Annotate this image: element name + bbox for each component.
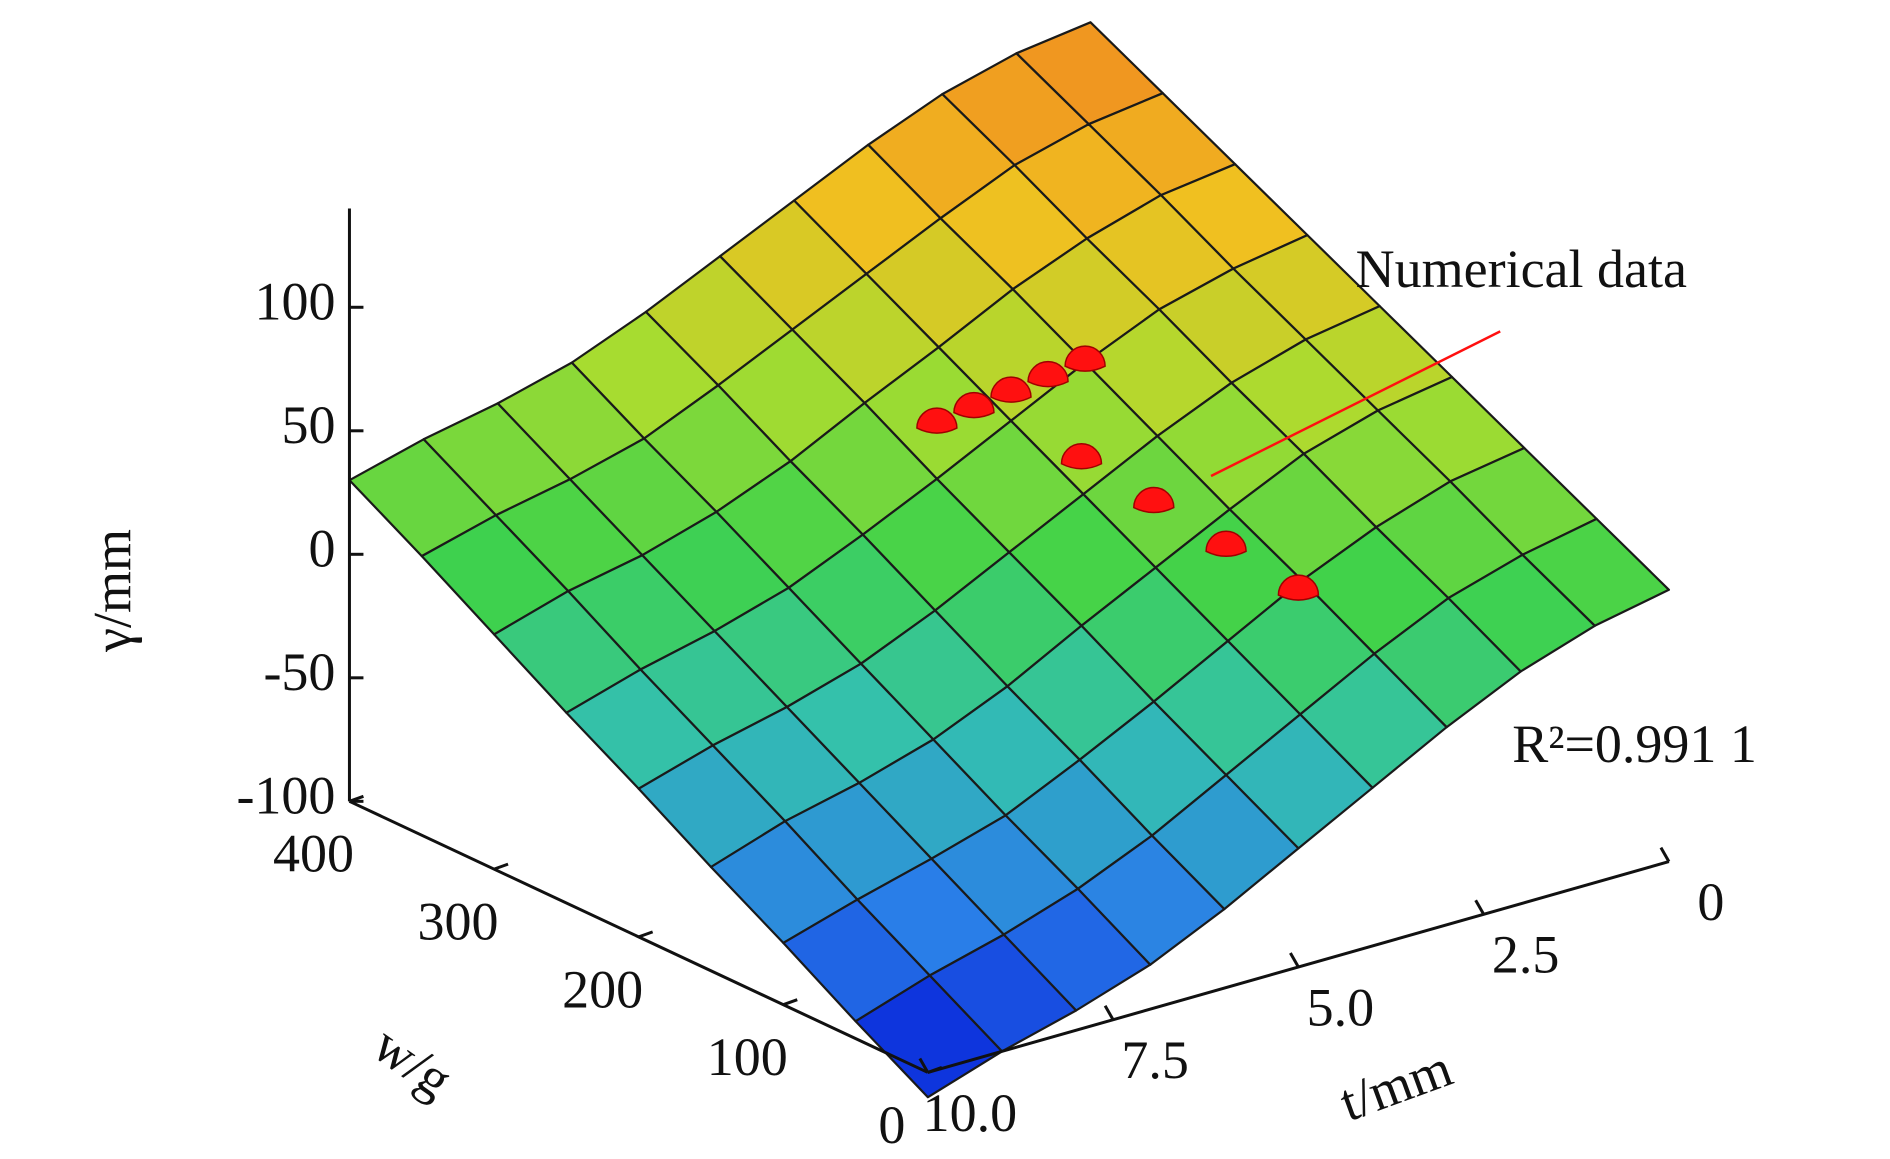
y-tick xyxy=(493,862,509,871)
data-point xyxy=(1027,360,1069,388)
z-tick-label: 0 xyxy=(308,519,335,579)
data-point xyxy=(916,407,958,434)
x-tick-label: 5.0 xyxy=(1307,977,1375,1037)
x-tick-label: 7.5 xyxy=(1121,1030,1189,1090)
data-point xyxy=(1205,530,1247,558)
z-tick-label: 100 xyxy=(254,272,335,332)
x-tick xyxy=(1474,899,1485,916)
y-tick xyxy=(782,998,798,1007)
data-point xyxy=(1064,345,1106,372)
data-points xyxy=(916,345,1320,601)
data-point xyxy=(1133,486,1175,514)
y-tick xyxy=(927,1066,943,1074)
y-tick-label: 300 xyxy=(418,891,499,951)
legend-label: Numerical data xyxy=(1356,239,1687,299)
x-tick xyxy=(1289,952,1300,968)
y-axis-title: w/g xyxy=(363,1014,464,1110)
z-tick-label: -50 xyxy=(263,642,335,702)
x-tick-label: 10.0 xyxy=(923,1083,1018,1143)
y-tick xyxy=(638,930,654,939)
surface xyxy=(348,21,1671,1099)
y-tick-label: 200 xyxy=(562,959,643,1019)
axes: Numerical data R²=0.991 1 -100 -50 0 50 100 0 10… xyxy=(82,208,1757,1155)
z-axis-title: γ/mm xyxy=(82,529,142,653)
z-tick-label: 50 xyxy=(281,395,335,455)
x-axis-title: t/mm xyxy=(1332,1038,1460,1133)
z-tick-label: -100 xyxy=(236,766,335,826)
x-tick xyxy=(1659,846,1671,863)
data-point xyxy=(990,376,1032,403)
r2-annotation: R²=0.991 1 xyxy=(1512,714,1757,774)
surface-patch xyxy=(854,974,1004,1099)
x-tick xyxy=(918,1057,930,1074)
y-tick xyxy=(348,794,364,803)
x-tick-label: 0 xyxy=(1697,872,1724,932)
data-point xyxy=(953,391,995,419)
data-point xyxy=(1277,574,1320,601)
data-point xyxy=(1060,443,1103,470)
y-tick-label: 400 xyxy=(273,824,354,884)
y-tick-label: 100 xyxy=(707,1027,788,1087)
annotation-pointer xyxy=(1210,330,1501,478)
y-tick-label: 0 xyxy=(878,1095,905,1155)
x-tick-label: 2.5 xyxy=(1492,925,1560,985)
x-tick xyxy=(1103,1004,1115,1021)
